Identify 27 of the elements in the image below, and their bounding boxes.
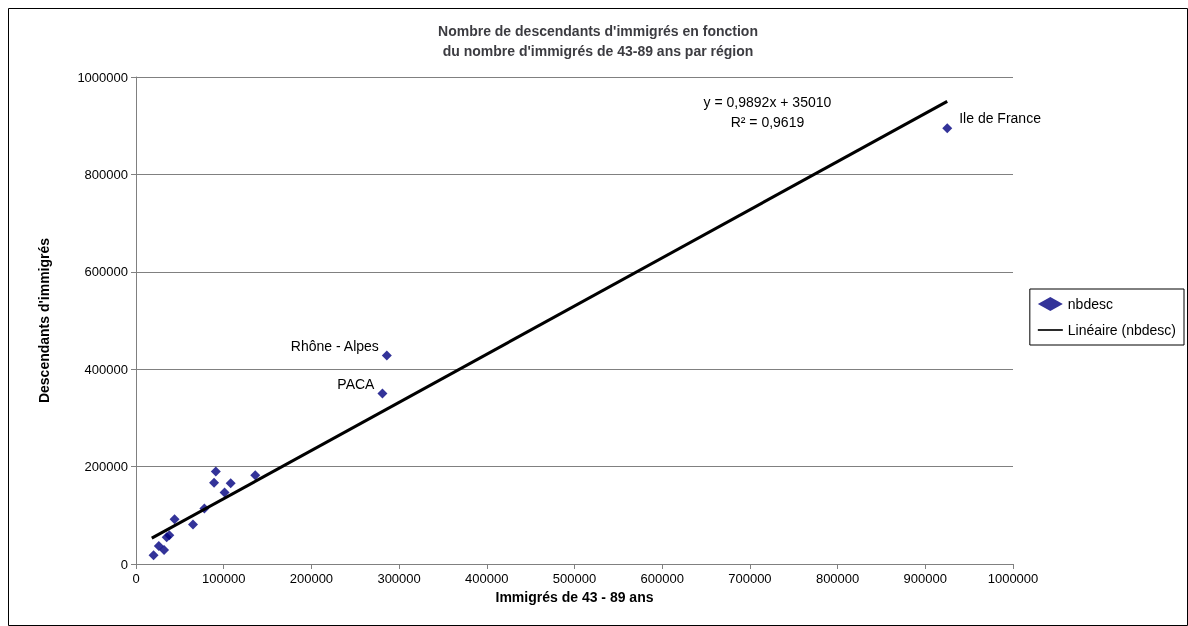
annotation: y = 0,9892x + 35010 (703, 94, 832, 110)
y-tick-label: 600000 (84, 264, 128, 280)
y-tick-label: 800000 (84, 166, 128, 182)
legend-label: Linéaire (nbdesc) (1067, 322, 1176, 338)
annotation: Ile de France (959, 110, 1042, 127)
y-axis-title: Descendants d'immigrés (36, 237, 52, 404)
annotation: R² = 0,9619 (730, 114, 805, 130)
chart-title: Nombre de descendants d'immigrés en fonction du nombre d'immigrés de 43-89 ans par région (438, 23, 758, 59)
x-tick-label: 600000 (640, 571, 684, 586)
x-tick-label: 0 (132, 571, 140, 586)
y-tick-label: 0 (120, 556, 128, 572)
x-tick-label: 800000 (815, 571, 860, 586)
x-tick-label: 900000 (903, 571, 947, 586)
y-tick-label: 1000000 (77, 69, 128, 85)
y-tick-label: 200000 (84, 459, 128, 475)
y-tick-label: 400000 (84, 361, 128, 377)
x-tick-label: 200000 (289, 571, 334, 586)
x-tick-label: 400000 (465, 571, 509, 586)
x-tick-label: 300000 (377, 571, 421, 586)
annotation: PACA (337, 375, 376, 392)
x-tick-label: 100000 (202, 571, 246, 586)
x-tick-label: 500000 (552, 571, 597, 586)
x-axis-title: Immigrés de 43 - 89 ans (495, 588, 654, 605)
annotation: Rhône - Alpes (290, 337, 379, 354)
x-tick-label: 1000000 (987, 571, 1039, 586)
x-tick-label: 700000 (728, 571, 772, 586)
legend-label: nbdesc (1067, 296, 1113, 312)
